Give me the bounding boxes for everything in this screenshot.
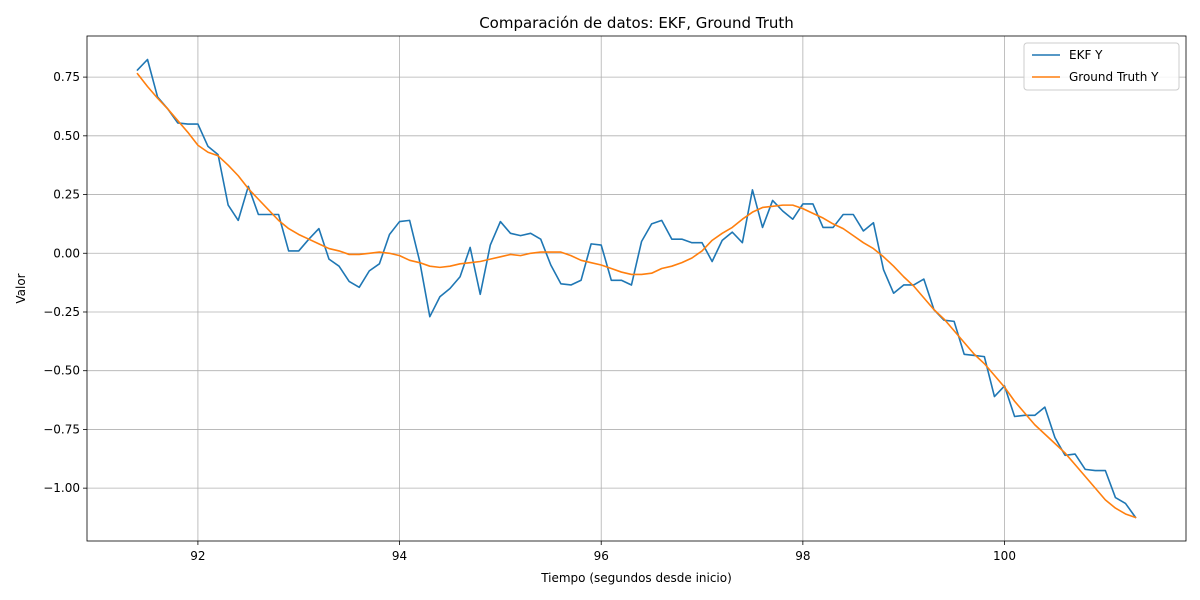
y-axis: −1.00 −0.75 −0.50 −0.25 0.00 0.25 0.50 0.75 bbox=[43, 70, 87, 495]
legend-label: EKF Y bbox=[1069, 48, 1103, 62]
series-line-ekf-y bbox=[136, 58, 1137, 519]
x-axis: 92 94 96 98 100 bbox=[190, 541, 1016, 563]
legend-box bbox=[1023, 42, 1180, 91]
series-line-ground-truth-y bbox=[136, 72, 1137, 519]
x-tick-label: 98 bbox=[795, 549, 810, 563]
chart-title: Comparación de datos: EKF, Ground Truth bbox=[479, 14, 794, 32]
series-lines bbox=[136, 58, 1137, 519]
legend-label: Ground Truth Y bbox=[1069, 70, 1159, 84]
x-tick-label: 94 bbox=[392, 549, 407, 563]
y-tick-label: −0.25 bbox=[43, 305, 80, 319]
x-tick-label: 96 bbox=[594, 549, 609, 563]
plot-frame bbox=[86, 35, 1187, 542]
grid bbox=[87, 36, 1186, 541]
x-tick-label: 92 bbox=[190, 549, 205, 563]
legend: EKF Y Ground Truth Y bbox=[1023, 42, 1180, 91]
y-tick-label: 0.00 bbox=[53, 246, 80, 260]
y-tick-label: −0.50 bbox=[43, 364, 80, 378]
y-tick-label: 0.50 bbox=[53, 129, 80, 143]
y-tick-label: 0.25 bbox=[53, 188, 80, 202]
y-tick-label: 0.75 bbox=[53, 70, 80, 84]
y-tick-label: −0.75 bbox=[43, 422, 80, 436]
y-axis-label: Valor bbox=[14, 273, 28, 303]
x-tick-label: 100 bbox=[993, 549, 1016, 563]
x-axis-label: Tiempo (segundos desde inicio) bbox=[540, 571, 732, 585]
y-tick-label: −1.00 bbox=[43, 481, 80, 495]
